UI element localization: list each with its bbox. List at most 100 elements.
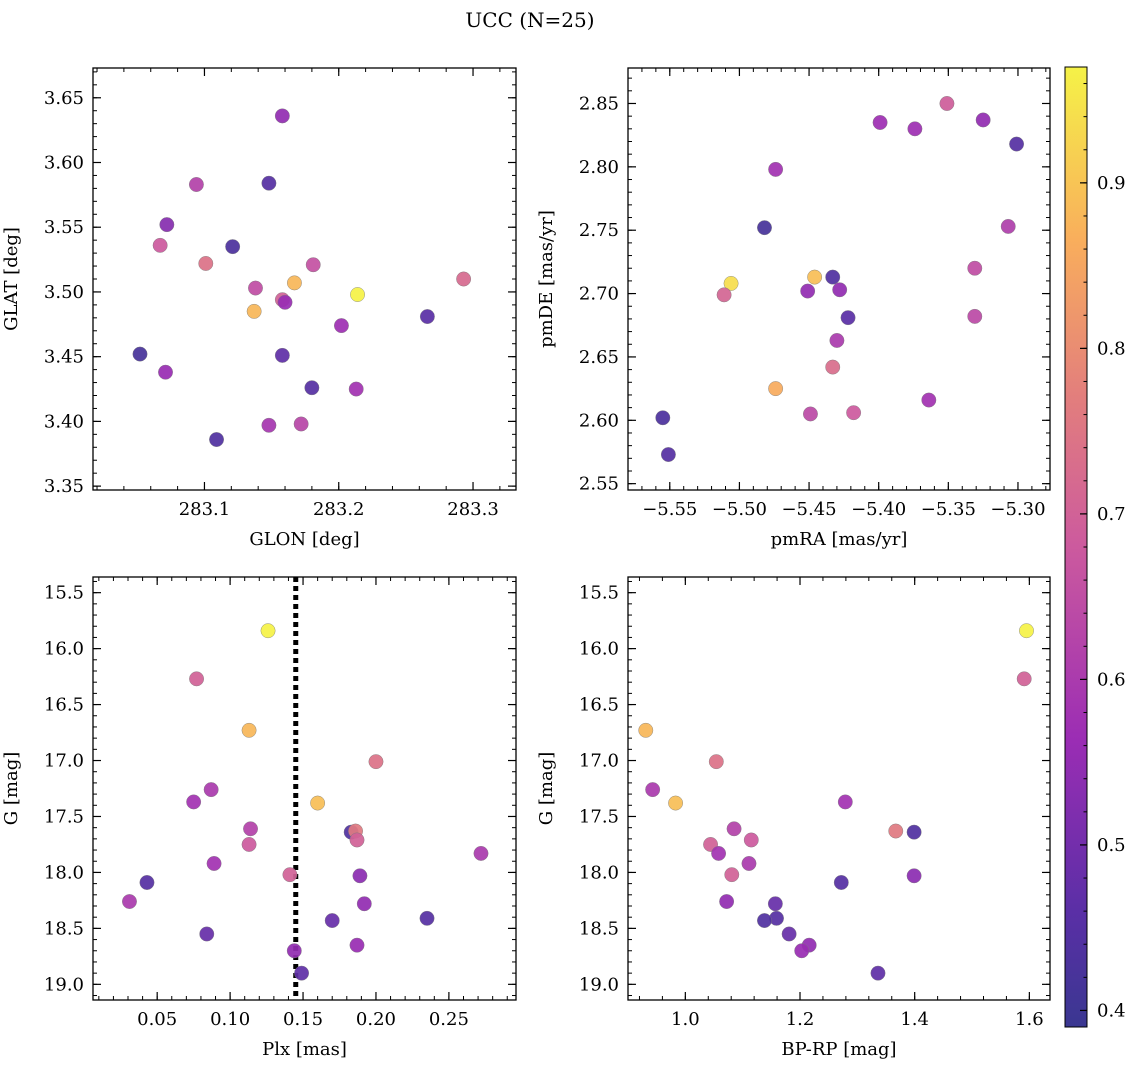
data-point <box>1009 136 1024 152</box>
x-tick-label: −5.30 <box>990 499 1045 520</box>
data-point <box>800 283 816 299</box>
x-axis: −5.55 −5.50 −5.45 −5.40 −5.35 −5.30 pmRA [mas/… <box>627 68 1047 550</box>
data-point <box>206 856 222 871</box>
data-point <box>260 623 276 639</box>
data-point <box>829 333 845 348</box>
data-point <box>352 868 368 884</box>
x-tick-label: 1.0 <box>671 1009 700 1030</box>
data-point <box>248 280 263 296</box>
x-axis: 1.0 1.2 1.4 1.6 BP-RP [mag] <box>638 577 1044 1060</box>
data-point <box>711 846 726 861</box>
scatter-panel-2: −5.55 −5.50 −5.45 −5.40 −5.35 −5.30 pmRA [mas/… <box>536 67 1051 550</box>
x-tick-label: −5.40 <box>851 499 906 520</box>
scatter-panel-3: 0.05 0.10 0.15 0.20 0.25 Plx [mas] 15.5 16.0 16.… <box>1 576 517 1060</box>
data-point <box>975 112 991 128</box>
data-point <box>334 318 349 334</box>
data-point <box>872 115 888 130</box>
y-axis-label: pmDE [mas/yr] <box>536 210 557 348</box>
y-axis: 15.5 16.0 16.5 17.0 17.5 18.0 18.5 19.0 G [mag] <box>1 580 516 997</box>
data-point <box>967 308 983 324</box>
y-tick-label: 16.0 <box>579 639 619 660</box>
data-point <box>349 937 365 953</box>
data-point <box>274 108 290 124</box>
data-point <box>188 177 204 192</box>
data-point <box>305 257 321 273</box>
data-point <box>888 823 904 839</box>
y-tick-label: 2.60 <box>579 410 619 431</box>
x-tick-label: 1.2 <box>786 1009 815 1030</box>
y-tick-label: 2.85 <box>579 93 619 114</box>
y-tick-label: 15.5 <box>44 583 84 604</box>
y-axis: 15.5 16.0 16.5 17.0 17.5 18.0 18.5 19.0 G [mag] <box>536 580 1050 997</box>
data-point <box>350 287 365 302</box>
data-point <box>967 260 983 276</box>
y-tick-label: 17.5 <box>44 806 84 827</box>
data-point <box>825 359 841 375</box>
data-point <box>241 722 257 738</box>
scatter-panel-1: 283.1 283.2 283.3 GLON [deg] 3.35 3.40 3.45 3.5… <box>1 67 517 550</box>
data-point <box>723 276 739 291</box>
data-point <box>368 754 384 770</box>
data-point <box>324 913 340 928</box>
y-tick-label: 19.0 <box>579 974 619 995</box>
colorbar-tick-label: 0.5 <box>1097 835 1126 856</box>
data-point <box>741 856 757 871</box>
colorbar-tick-label: 0.9 <box>1097 173 1126 194</box>
data-point <box>294 965 309 981</box>
data-point <box>708 754 724 770</box>
x-axis-label: Plx [mas] <box>262 1039 347 1060</box>
y-tick-label: 16.5 <box>579 695 619 716</box>
data-point <box>310 795 326 811</box>
data-point <box>287 275 302 291</box>
data-point <box>225 239 241 255</box>
data-point <box>655 410 671 426</box>
x-tick-label: 0.15 <box>283 1009 323 1030</box>
y-tick-label: 3.55 <box>44 217 84 238</box>
y-axis-label: G [mag] <box>536 752 557 825</box>
colorbar-tick-label: 0.4 <box>1097 1000 1126 1021</box>
x-tick-label: 283.3 <box>447 499 499 520</box>
y-tick-label: 2.75 <box>579 220 619 241</box>
data-point <box>246 303 262 319</box>
y-tick-label: 3.45 <box>44 347 84 368</box>
data-point <box>277 294 293 310</box>
data-point <box>726 821 742 837</box>
y-tick-label: 18.0 <box>579 862 619 883</box>
x-tick-label: −5.55 <box>642 499 697 520</box>
y-tick-label: 2.65 <box>579 347 619 368</box>
y-tick-label: 17.0 <box>44 751 84 772</box>
data-point <box>159 217 175 233</box>
data-point <box>419 910 435 926</box>
data-point <box>767 896 783 912</box>
data-point <box>757 913 772 928</box>
x-tick-label: 0.20 <box>356 1009 396 1030</box>
y-tick-label: 16.0 <box>44 639 84 660</box>
data-point <box>807 269 823 285</box>
data-points <box>132 108 472 447</box>
data-point <box>356 896 372 912</box>
data-point <box>293 416 309 432</box>
data-point <box>870 965 886 981</box>
data-point <box>132 346 148 362</box>
x-axis: 283.1 283.2 283.3 GLON [deg] <box>96 68 501 550</box>
x-axis: 0.05 0.10 0.15 0.20 0.25 Plx [mas] <box>98 577 508 1060</box>
data-point <box>349 832 365 848</box>
data-point <box>186 794 202 810</box>
x-tick-label: −5.35 <box>921 499 976 520</box>
data-point <box>152 237 168 253</box>
data-points <box>655 96 1024 462</box>
data-point <box>716 287 732 303</box>
data-point <box>1016 671 1032 687</box>
data-point <box>781 926 797 942</box>
y-tick-label: 19.0 <box>44 974 84 995</box>
y-axis-label: G [mag] <box>1 752 22 825</box>
data-point <box>906 824 922 840</box>
data-point <box>837 794 853 810</box>
data-point <box>757 220 772 236</box>
y-tick-label: 18.5 <box>579 918 619 939</box>
scatter-panel-4: 1.0 1.2 1.4 1.6BP-RP [mag]15.516.016.517.01… <box>536 576 1051 1060</box>
x-tick-label: 0.25 <box>429 1009 469 1030</box>
x-tick-label: 283.1 <box>179 499 231 520</box>
data-point <box>832 282 848 298</box>
data-point <box>348 381 364 397</box>
